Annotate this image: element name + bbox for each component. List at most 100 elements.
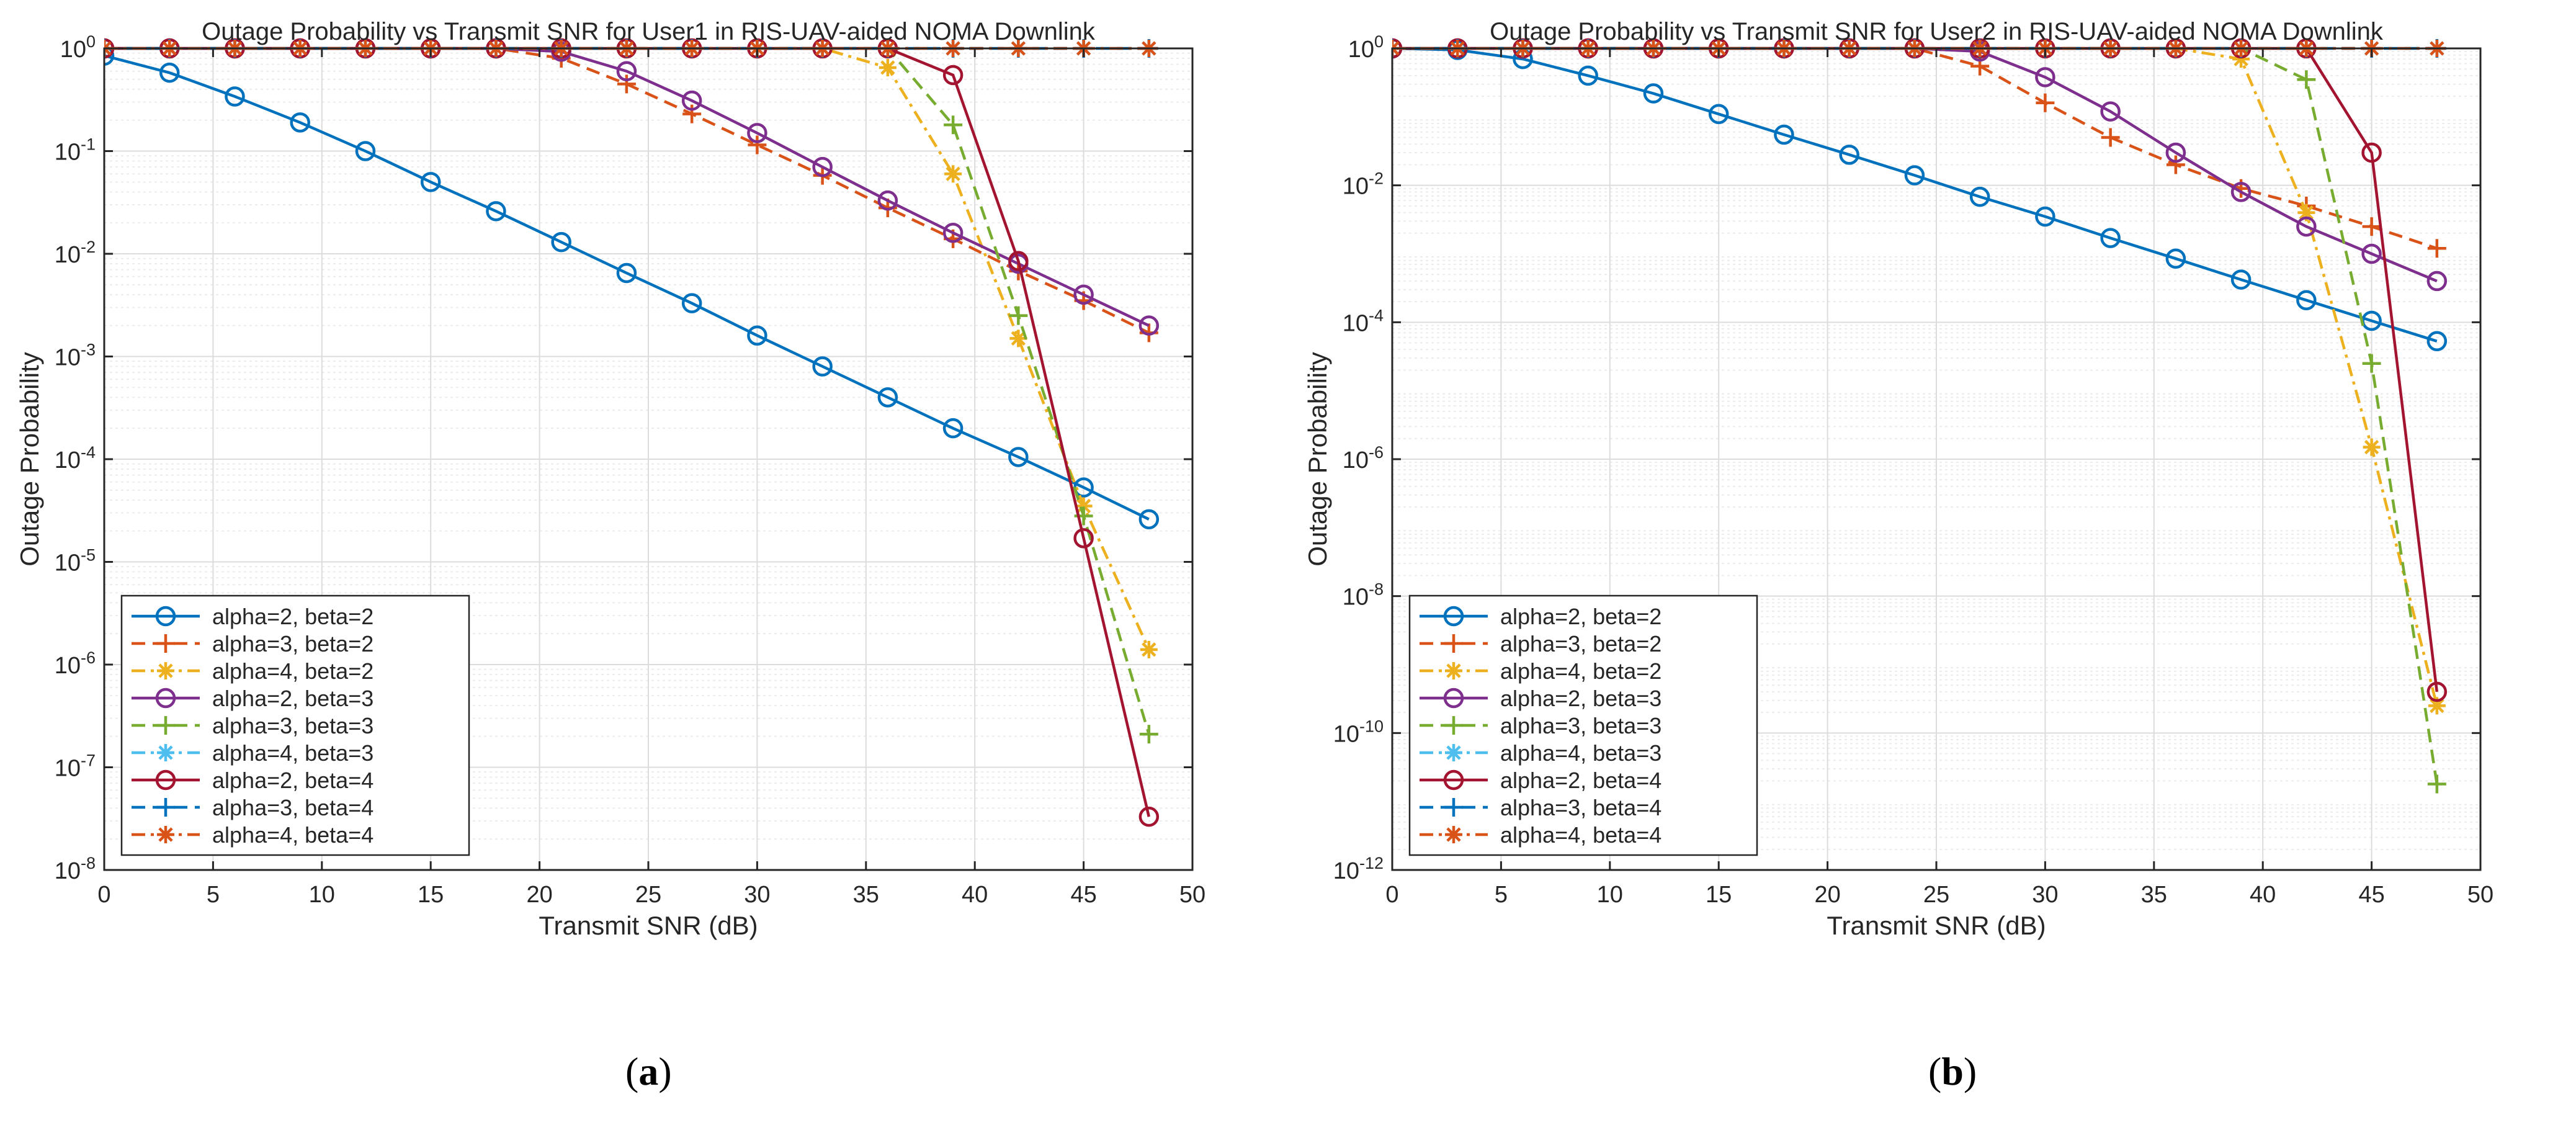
x-tick-label: 5 <box>207 882 220 908</box>
y-tick-base: 10 <box>55 756 81 782</box>
series-2-point <box>2362 217 2381 236</box>
y-tick-exponent: -2 <box>81 238 96 256</box>
y-tick-label: 10-4 <box>55 443 96 473</box>
panel-label-a: (a) <box>625 1049 672 1093</box>
y-tick-exponent: 0 <box>86 32 96 51</box>
x-tick-label: 40 <box>962 882 988 908</box>
series-1-point <box>1774 124 1794 145</box>
y-tick-exponent: -3 <box>81 341 96 359</box>
x-tick-label: 10 <box>309 882 335 908</box>
x-tick-label: 45 <box>1070 882 1096 908</box>
series-2-point <box>682 104 702 123</box>
series-5-point <box>944 115 963 135</box>
y-tick-exponent: -2 <box>1369 169 1384 188</box>
series-5-point <box>1139 725 1158 744</box>
ticks <box>103 47 1194 871</box>
y-tick-exponent: 0 <box>1374 32 1384 51</box>
y-tick-exponent: -8 <box>1369 580 1384 599</box>
x-tick-label: 15 <box>1706 882 1732 908</box>
y-tick-base: 10 <box>1333 858 1359 884</box>
x-tick-label: 20 <box>526 882 552 908</box>
series-4-point <box>1138 315 1160 336</box>
chart-title: Outage Probability vs Transmit SNR for U… <box>202 18 1096 45</box>
legend-entry-label: alpha=4, beta=2 <box>1500 658 1661 684</box>
series-1-point <box>2035 206 2055 227</box>
series-1-point <box>2296 290 2317 311</box>
series-1-point <box>355 141 376 161</box>
series-4-point <box>942 222 964 243</box>
legend-swatch-marker <box>156 798 175 817</box>
series-7-point <box>1138 806 1160 827</box>
y-tick-label: 100 <box>1348 32 1384 63</box>
y-tick-exponent: -6 <box>1369 443 1384 462</box>
legend-entry-label: alpha=2, beta=2 <box>1500 604 1661 629</box>
y-tick-base: 10 <box>55 345 81 371</box>
y-tick-base: 10 <box>55 653 81 679</box>
series-1-point <box>1904 165 1925 186</box>
series-3-point <box>2232 50 2250 68</box>
series-2-point <box>748 135 767 155</box>
series-2-point <box>617 74 636 94</box>
series-2-point <box>2166 155 2185 174</box>
series-4-point <box>2230 182 2252 202</box>
legend-swatch-marker <box>155 688 176 709</box>
series-1-point <box>1643 83 1664 104</box>
series-1-point <box>225 86 245 107</box>
panel-label-b: (b) <box>1928 1049 1977 1093</box>
series-4-point <box>2361 243 2382 264</box>
legend-entry-label: alpha=2, beta=4 <box>1500 768 1661 793</box>
x-tick-label: 5 <box>1495 882 1508 908</box>
series-1-point <box>1138 509 1160 530</box>
y-tick-exponent: -1 <box>81 135 96 154</box>
chart-title: Outage Probability vs Transmit SNR for U… <box>1490 18 2384 45</box>
x-tick-label: 30 <box>2032 882 2058 908</box>
series-1-point <box>2165 248 2186 269</box>
series-2-point <box>2036 93 2055 112</box>
y-tick-exponent: -12 <box>1359 854 1384 872</box>
legend-swatch-marker <box>157 826 174 843</box>
legend-entry-label: alpha=2, beta=4 <box>212 768 373 793</box>
series-3-point <box>2428 697 2446 715</box>
x-tick-label: 25 <box>635 882 661 908</box>
series-7-point <box>1008 251 1029 271</box>
y-tick-exponent: -4 <box>81 443 96 462</box>
legend-swatch-marker <box>1444 716 1463 735</box>
series-1-point <box>942 418 964 439</box>
legend-swatch-marker <box>1443 688 1464 709</box>
series-2-point <box>2427 239 2446 258</box>
legend-swatch-marker <box>1443 606 1464 627</box>
x-axis-label: Transmit SNR (dB) <box>539 911 758 940</box>
series-4-point <box>877 190 898 211</box>
legend-swatch-marker <box>157 662 174 679</box>
series-1-point <box>420 172 441 192</box>
legend-entry-label: alpha=2, beta=3 <box>1500 686 1661 711</box>
y-tick-label: 100 <box>60 32 96 63</box>
legend-entry-label: alpha=4, beta=3 <box>1500 740 1661 766</box>
legend-swatch-marker <box>1445 662 1462 679</box>
x-axis-label: Transmit SNR (dB) <box>1827 911 2046 940</box>
series-4-point <box>681 90 702 111</box>
legend-swatch-marker <box>156 716 175 735</box>
series-3-point <box>944 165 962 183</box>
series-1-point <box>2100 228 2121 248</box>
x-tick-label: 0 <box>1385 882 1398 908</box>
series-3-point <box>2363 438 2381 456</box>
y-tick-label: 10-4 <box>1343 306 1384 336</box>
chart-a: 0 5 10 15 20 25 30 35 40 45 5010-810-710-610-510-4… <box>15 18 1205 940</box>
y-tick-exponent: -4 <box>1369 306 1384 325</box>
legend-entry-label: alpha=4, beta=3 <box>212 740 373 766</box>
series-2-point <box>2101 128 2120 147</box>
legend-entry-label: alpha=3, beta=4 <box>1500 795 1661 820</box>
series-5-point <box>2427 774 2446 794</box>
x-tick-label: 0 <box>97 882 110 908</box>
series-3-point <box>1075 497 1093 515</box>
series-1-point <box>290 112 310 133</box>
y-tick-label: 10-7 <box>55 751 96 782</box>
series-3-point <box>1009 329 1027 347</box>
y-tick-base: 10 <box>55 550 81 576</box>
x-tick-label: 50 <box>2467 882 2493 908</box>
legend-swatch-marker <box>155 606 176 627</box>
chart-b: 0 5 10 15 20 25 30 35 40 45 5010-1210-1010-810-610… <box>1303 18 2493 940</box>
